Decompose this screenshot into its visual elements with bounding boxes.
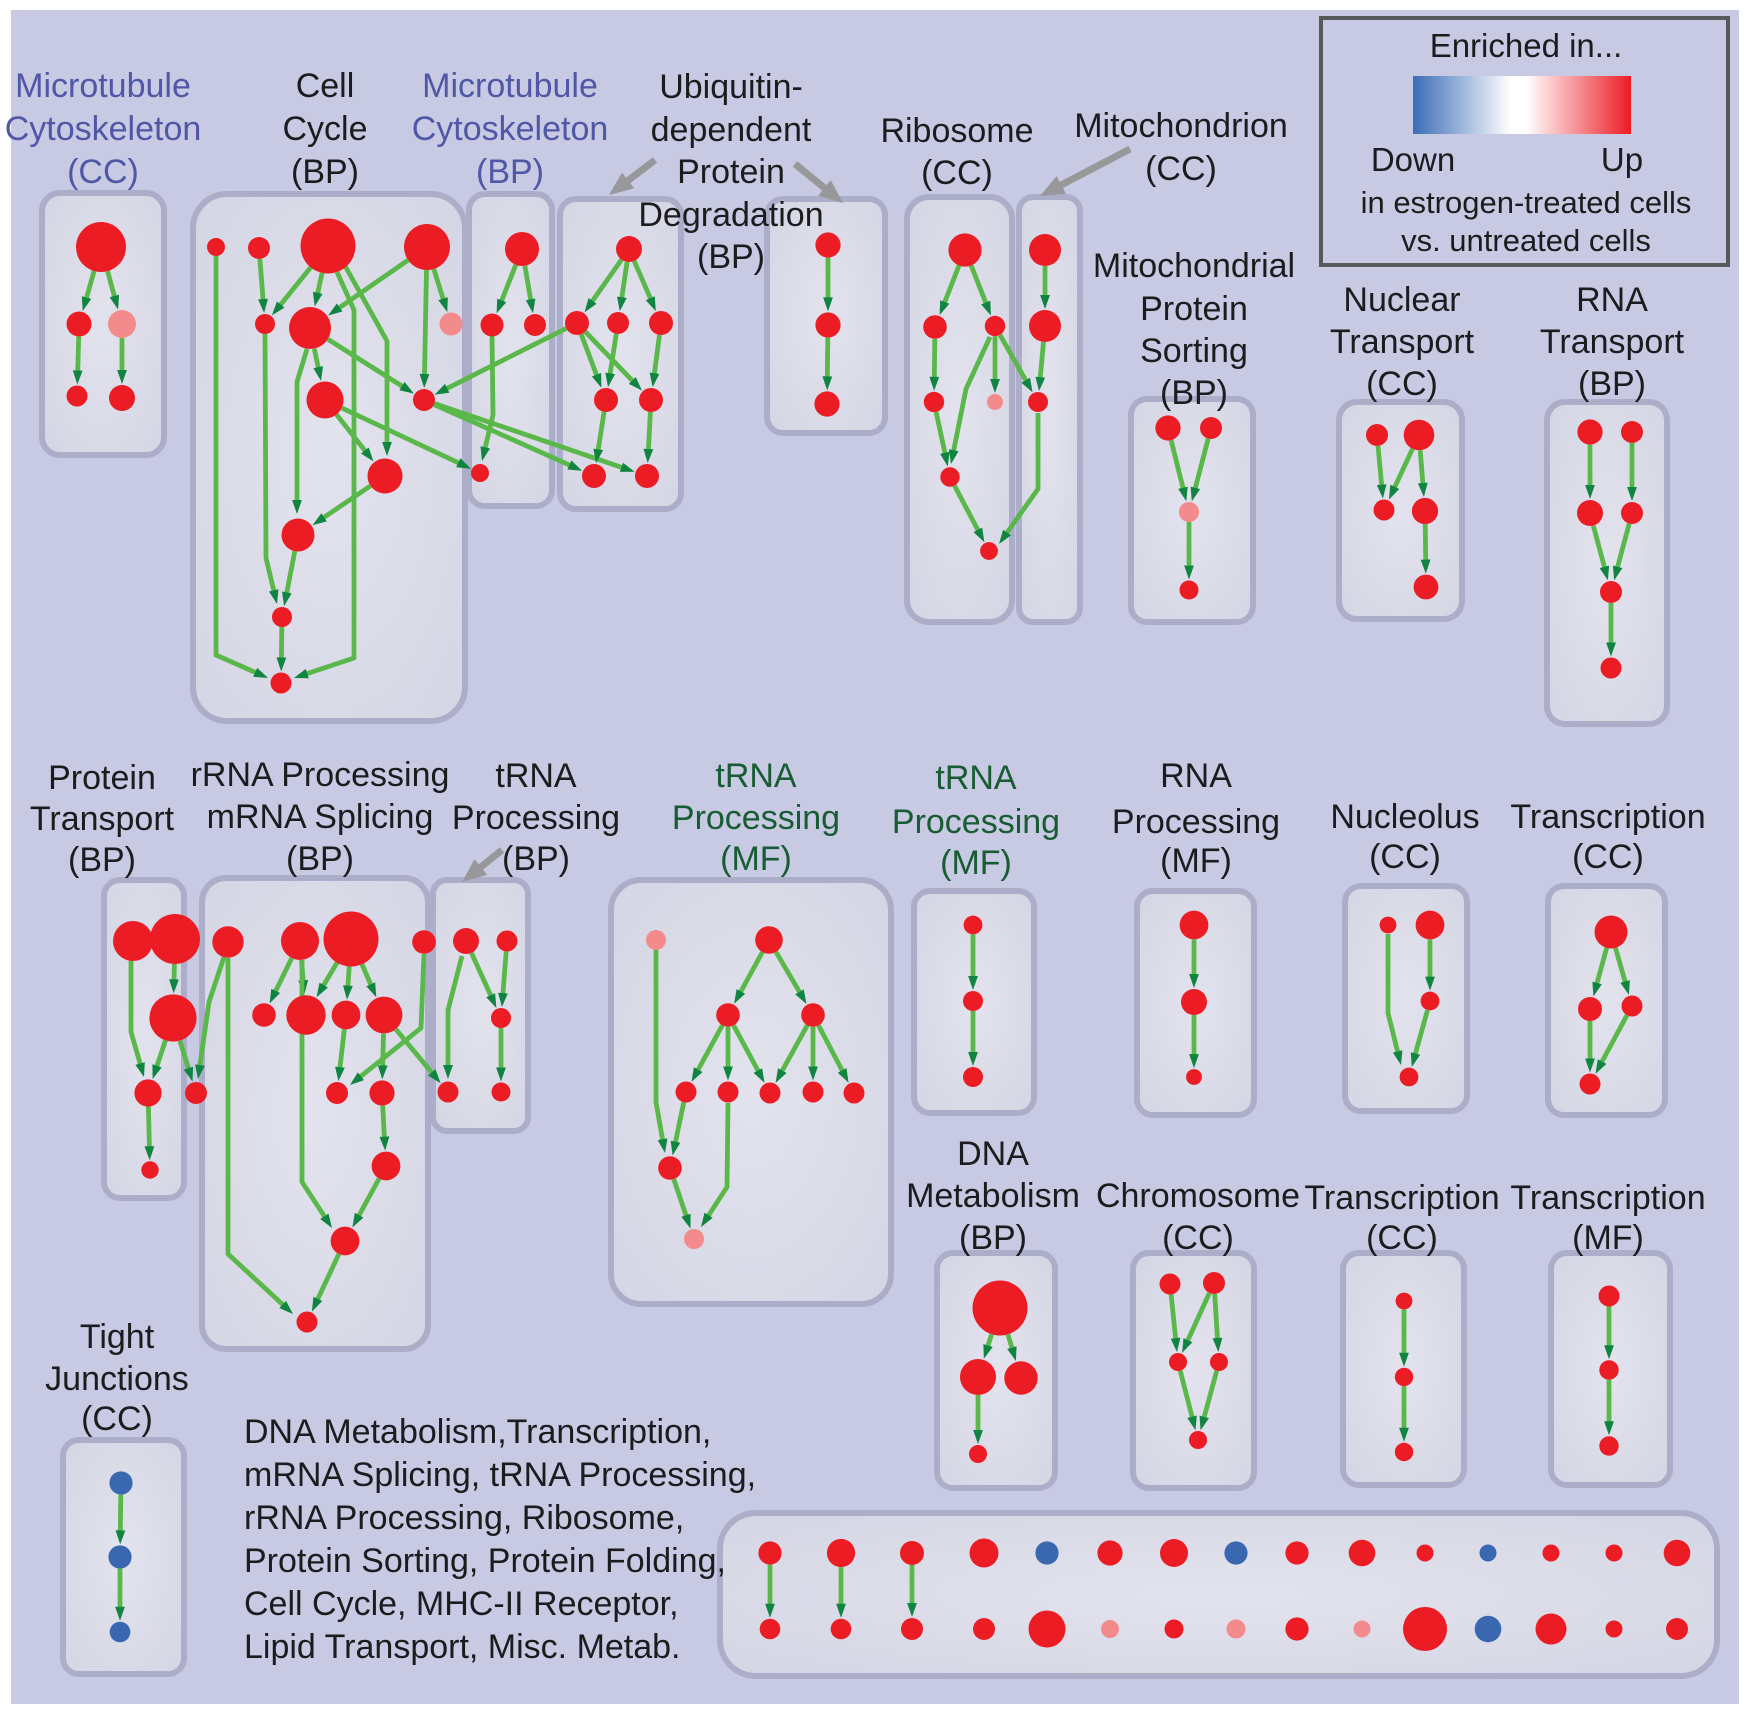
svg-text:vs. untreated cells: vs. untreated cells [1401, 223, 1651, 258]
svg-text:Transcription(CC): Transcription (CC) [1510, 798, 1705, 876]
svg-text:Down: Down [1371, 141, 1455, 178]
svg-text:Nucleolus(CC): Nucleolus (CC) [1330, 798, 1479, 876]
svg-text:Mitochondrion(CC): Mitochondrion (CC) [1074, 107, 1288, 188]
svg-text:Transcription(CC): Transcription (CC) [1304, 1179, 1499, 1257]
svg-text:Up: Up [1601, 141, 1643, 178]
svg-text:Ribosome(CC): Ribosome (CC) [880, 112, 1033, 192]
svg-text:Enriched in...: Enriched in... [1430, 27, 1623, 64]
svg-text:Transcription(MF): Transcription (MF) [1510, 1179, 1705, 1257]
svg-text:in estrogen-treated cells: in estrogen-treated cells [1361, 185, 1692, 220]
svg-text:Chromosome(CC): Chromosome (CC) [1096, 1177, 1300, 1257]
svg-text:DNA Metabolism,Transcription,m: DNA Metabolism,Transcription, mRNA Splici… [244, 1413, 756, 1666]
